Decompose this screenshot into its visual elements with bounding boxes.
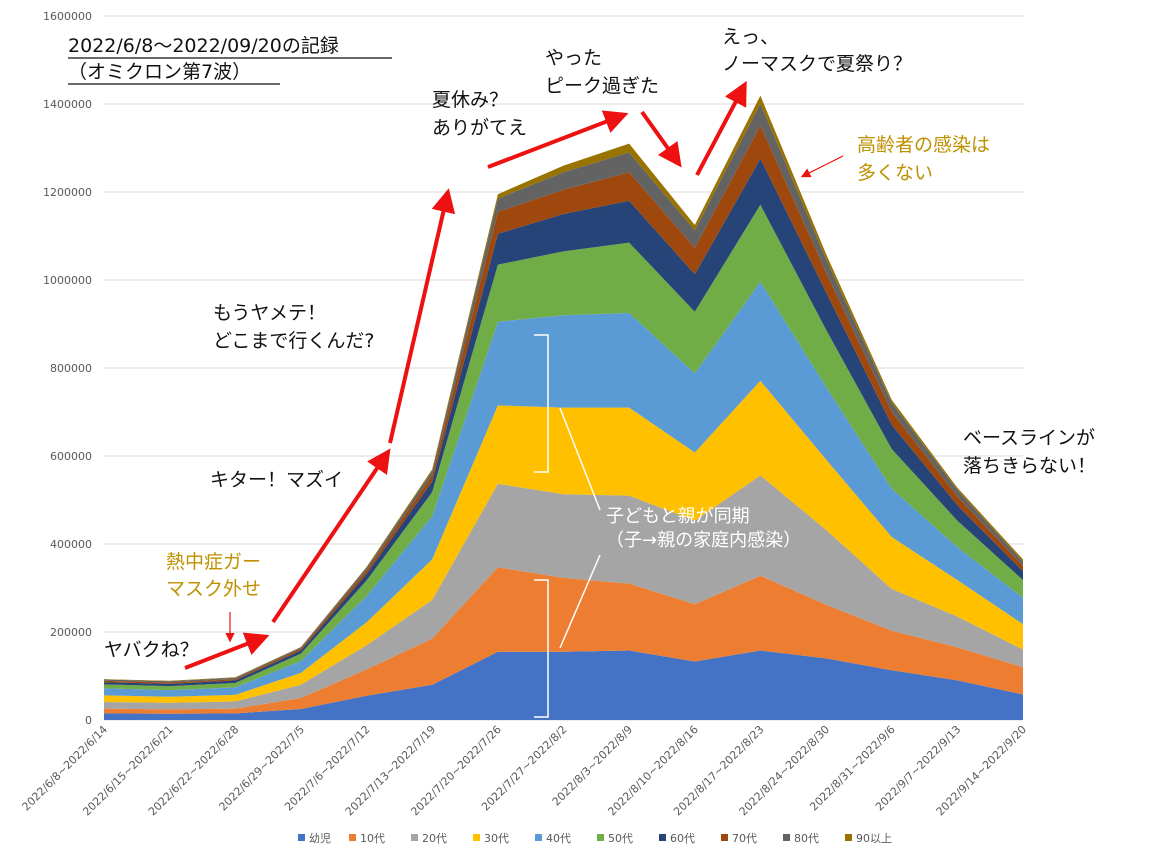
arrow-3	[388, 188, 456, 444]
annotation-elderly-2: 多くない	[857, 162, 933, 184]
annotation-elderly-1: 高齢者の感染は	[857, 134, 990, 156]
legend-swatch	[845, 834, 852, 841]
arrow-6	[695, 80, 747, 176]
legend-swatch	[298, 834, 305, 841]
area-series-40代	[104, 281, 1023, 697]
connector-lower	[559, 554, 601, 649]
sync-brackets	[534, 334, 601, 718]
legend-swatch	[659, 834, 666, 841]
annotation-kita: キター！マズイ	[210, 469, 343, 491]
annotation-sync-2: （子→親の家庭内感染）	[606, 530, 801, 551]
chart-title: 2022/6/8〜2022/09/20の記録	[68, 35, 339, 57]
y-tick-label: 0	[85, 714, 92, 727]
legend-swatch	[411, 834, 418, 841]
annotation-natsuyasumi-1: 夏休み？	[432, 89, 508, 111]
y-tick-label: 1600000	[43, 10, 92, 23]
arrow-elderly	[800, 155, 844, 178]
legend-label: 80代	[794, 832, 819, 845]
arrow-1	[184, 632, 270, 670]
legend-label: 60代	[670, 832, 695, 845]
connector-upper	[559, 407, 601, 511]
area-series-30代	[104, 380, 1023, 703]
legend-swatch	[721, 834, 728, 841]
y-tick-label: 800000	[50, 362, 92, 375]
legend-swatch	[535, 834, 542, 841]
area-series-20代	[104, 475, 1023, 710]
legend-swatch	[783, 834, 790, 841]
annotation-sync-1: 子どもと親が同期	[606, 506, 750, 527]
legend-swatch	[473, 834, 480, 841]
bracket-lower	[534, 579, 549, 718]
arrow-4	[487, 110, 629, 169]
bracket-upper	[534, 334, 549, 473]
legend-label: 20代	[422, 832, 447, 845]
legend-label: 50代	[608, 832, 633, 845]
annotation-yatta-1: やった	[545, 47, 602, 69]
trend-arrows	[184, 80, 844, 670]
annotation-yabakune: ヤバクね？	[104, 639, 199, 661]
legend-label: 幼児	[309, 832, 331, 845]
annotation-ett-1: えっ、	[722, 26, 779, 48]
annotation-yatta-2: ピーク過ぎた	[545, 75, 659, 97]
annotation-heatstroke-2: マスク外せ	[166, 578, 261, 600]
y-tick-label: 1200000	[43, 186, 92, 199]
arrow-5	[640, 110, 682, 168]
legend: 幼児 10代 20代 30代 40代 50代 60代 70代 80代 90以上	[298, 832, 892, 845]
legend-swatch	[349, 834, 356, 841]
legend-label: 10代	[360, 832, 385, 845]
area-series-50代	[104, 204, 1023, 691]
y-tick-label: 1400000	[43, 98, 92, 111]
legend-label: 40代	[546, 832, 571, 845]
y-tick-label: 400000	[50, 538, 92, 551]
area-series	[104, 95, 1023, 720]
annotation-mou-yamete-2: どこまで行くんだ?	[213, 330, 375, 352]
x-axis-ticks: 2022/6/8~2022/6/142022/6/15~2022/6/21202…	[20, 723, 1030, 818]
annotation-mou-yamete-1: もうヤメテ！	[213, 302, 326, 324]
area-series-幼児	[104, 650, 1023, 720]
chart-subtitle: （オミクロン第7波）	[68, 61, 251, 83]
annotation-heatstroke-1: 熱中症ガー	[166, 551, 261, 573]
legend-label: 30代	[484, 832, 509, 845]
y-axis-ticks: 0 200000 400000 600000 800000 1000000 1200000 1…	[43, 10, 92, 727]
legend-label: 90以上	[856, 832, 892, 845]
legend-swatch	[597, 834, 604, 841]
y-tick-label: 200000	[50, 626, 92, 639]
annotation-natsuyasumi-2: ありがてえ	[432, 117, 527, 139]
arrow-2	[271, 448, 391, 624]
annotation-baseline-2: 落ちきらない！	[963, 455, 1096, 477]
annotation-baseline-1: ベースラインが	[963, 427, 1095, 449]
annotation-ett-2: ノーマスクで夏祭り？	[722, 53, 912, 75]
legend-label: 70代	[732, 832, 757, 845]
y-tick-label: 1000000	[43, 274, 92, 287]
y-tick-label: 600000	[50, 450, 92, 463]
